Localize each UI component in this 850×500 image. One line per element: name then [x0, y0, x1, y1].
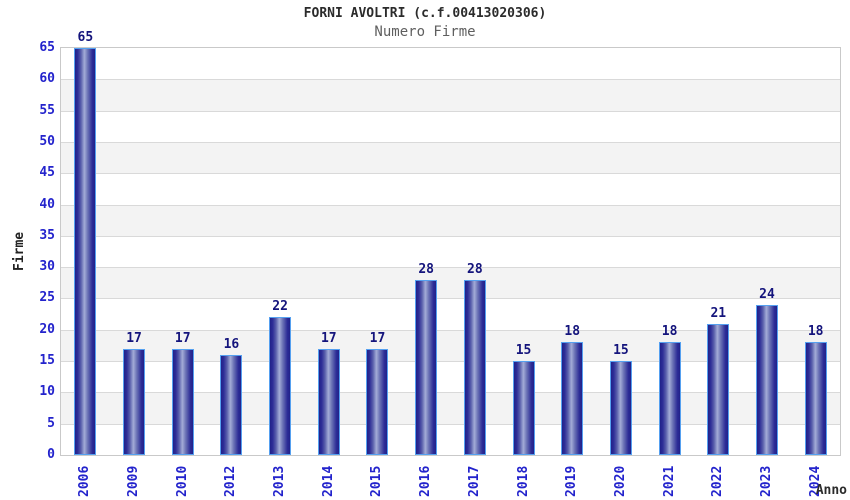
bar-value-label: 17 — [126, 330, 142, 346]
bar-2015 — [366, 348, 389, 455]
bar-value-label: 16 — [223, 336, 240, 352]
bar-2022 — [707, 323, 730, 455]
bar-2021 — [658, 342, 681, 455]
gridline — [61, 361, 840, 363]
bar-value-label: 18 — [564, 324, 581, 340]
x-tick-label: 2006 — [77, 465, 93, 497]
x-tick-label: 2020 — [612, 465, 628, 497]
bar-2013 — [269, 317, 292, 455]
gridline — [61, 423, 840, 425]
gridline — [61, 392, 840, 394]
gridline — [61, 79, 840, 81]
x-tick-label: 2013 — [272, 465, 288, 497]
chart-subtitle: Numero Firme — [374, 24, 476, 40]
x-tick-label: 2009 — [126, 465, 142, 497]
bar-value-label: 24 — [759, 286, 775, 302]
gridline — [61, 329, 840, 331]
bar-2010 — [171, 348, 194, 455]
plot-band — [61, 141, 840, 174]
bar-2018 — [512, 361, 535, 455]
plot-band — [61, 48, 840, 80]
plot-area — [60, 47, 841, 456]
bar-value-label: 28 — [418, 261, 434, 277]
bar-2019 — [561, 342, 584, 455]
gridline — [61, 235, 840, 237]
y-tick-label: 55 — [39, 102, 55, 118]
plot-band — [61, 79, 840, 111]
y-tick-label: 0 — [47, 447, 55, 462]
bar-value-label: 28 — [467, 261, 483, 277]
x-tick-label: 2015 — [369, 465, 385, 497]
y-tick-label: 15 — [39, 353, 55, 369]
y-tick-label: 20 — [39, 321, 55, 337]
y-tick-label: 65 — [39, 40, 55, 55]
y-tick-label: 60 — [39, 71, 55, 87]
y-tick-label: 35 — [39, 227, 55, 243]
y-tick-label: 30 — [39, 259, 55, 275]
y-tick-label: 5 — [47, 415, 55, 431]
x-tick-label: 2010 — [174, 465, 190, 497]
y-tick-label: 40 — [39, 196, 55, 212]
bar-2012 — [220, 354, 243, 455]
bar-2017 — [463, 279, 486, 455]
gridline — [61, 110, 840, 112]
gridline — [61, 204, 840, 206]
y-tick-label: 10 — [39, 384, 55, 400]
x-tick-label: 2016 — [418, 465, 434, 497]
bar-value-label: 17 — [320, 330, 337, 346]
x-tick-label: 2014 — [320, 465, 336, 497]
bar-2009 — [123, 348, 146, 455]
bar-2023 — [755, 304, 778, 455]
bar-value-label: 18 — [661, 324, 678, 340]
bar-2006 — [74, 48, 97, 455]
y-tick-label: 45 — [39, 165, 55, 181]
gridline — [61, 298, 840, 300]
bar-2024 — [804, 342, 827, 455]
gridline — [61, 141, 840, 143]
bar-2016 — [415, 279, 438, 455]
bar-value-label: 21 — [710, 305, 727, 321]
gridline — [61, 173, 840, 175]
x-tick-label: 2019 — [564, 465, 580, 497]
x-tick-label: 2017 — [466, 465, 482, 497]
bar-2014 — [317, 348, 340, 455]
bar-value-label: 18 — [807, 324, 824, 340]
bar-value-label: 17 — [369, 330, 386, 346]
chart-title: FORNI AVOLTRI (c.f.00413020306) — [303, 6, 547, 21]
bar-value-label: 15 — [515, 343, 532, 359]
y-tick-label: 25 — [39, 290, 55, 306]
x-tick-label: 2018 — [515, 465, 531, 497]
gridline — [61, 267, 840, 269]
bar-value-label: 17 — [174, 330, 191, 346]
plot-band — [61, 235, 840, 268]
x-tick-label: 2012 — [223, 465, 239, 497]
bar-value-label: 15 — [613, 343, 629, 359]
bar-2020 — [609, 361, 632, 455]
y-tick-label: 50 — [39, 133, 55, 149]
x-tick-label: 2021 — [661, 465, 677, 497]
x-tick-label: 2023 — [758, 465, 774, 497]
x-axis-title: Anno — [815, 483, 847, 498]
plot-band — [61, 267, 840, 299]
plot-band — [61, 204, 840, 236]
plot-band — [61, 173, 840, 205]
bar-value-label: 22 — [272, 299, 288, 315]
plot-band — [61, 110, 840, 142]
x-tick-label: 2022 — [710, 465, 726, 497]
bar-value-label: 65 — [77, 30, 94, 45]
